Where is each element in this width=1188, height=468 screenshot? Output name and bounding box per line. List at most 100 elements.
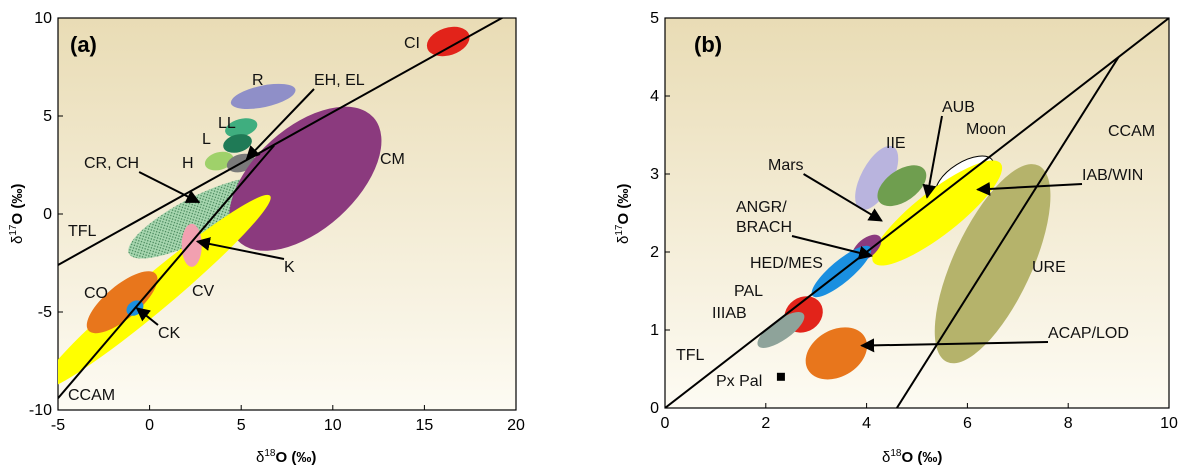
regions-b (757, 145, 1051, 381)
y-label-b-sup: 17 (614, 224, 625, 236)
label-mars: Mars (768, 157, 804, 174)
y-tick-label: 10 (34, 10, 52, 27)
arrow-acap-lod (860, 338, 1049, 353)
x-tick-label: 0 (661, 415, 670, 432)
x-label-b-sup: 18 (890, 448, 902, 459)
arrow-iab-win (976, 181, 1083, 196)
arrow-angr-brach (791, 235, 873, 260)
label-tfl-b: TFL (676, 347, 705, 364)
region-mars (877, 165, 927, 207)
label-px-pal: Px Pal (716, 373, 762, 390)
label-moon: Moon (966, 121, 1006, 138)
x-tick-label: 15 (416, 417, 434, 434)
line-tfl (665, 18, 1169, 408)
region-cm (229, 106, 382, 251)
x-tick-label: 0 (145, 417, 154, 434)
label-ci: CI (404, 35, 420, 52)
label-r: R (252, 72, 264, 89)
label-l: L (202, 131, 211, 148)
x-tick-label: 8 (1064, 415, 1073, 432)
svg-text:δ18O (‰): δ18O (‰) (256, 448, 316, 466)
y-label-b-delta: δ (615, 236, 632, 244)
region-ci (426, 26, 470, 57)
ticks-b: 0 2 4 6 8 10 0 1 2 3 4 5 (650, 10, 1178, 432)
y-tick-label: -10 (29, 402, 52, 419)
label-ure: URE (1032, 259, 1066, 276)
line-ccam (895, 56, 1120, 408)
panel-tag-a: (a) (70, 32, 97, 57)
x-label-a-delta: δ (256, 449, 264, 466)
y-tick-label: 5 (43, 108, 52, 125)
region-iie (855, 145, 899, 210)
label-cv: CV (192, 283, 215, 300)
y-label-a-main: O (‰) (9, 184, 26, 225)
y-label-a-sup: 17 (8, 224, 19, 236)
label-ccam-b: CCAM (1108, 123, 1155, 140)
label-ck: CK (158, 325, 181, 342)
x-tick-label: -5 (51, 417, 65, 434)
label-ll: LL (218, 115, 236, 132)
region-l (223, 134, 252, 153)
label-acap-lod: ACAP/LOD (1048, 325, 1129, 342)
label-aub: AUB (942, 99, 975, 116)
region-iab-win (872, 160, 1003, 266)
x-label-b-main: O (‰) (901, 449, 942, 466)
svg-text:δ17O (‰): δ17O (‰) (8, 184, 26, 244)
x-tick-label: 10 (324, 417, 342, 434)
arrow-k (195, 237, 285, 260)
y-tick-label: 2 (650, 244, 659, 261)
label-angr: ANGR/ (736, 199, 787, 216)
arrow-eh-el (245, 88, 315, 161)
x-tick-label: 6 (963, 415, 972, 432)
label-iab-win: IAB/WIN (1082, 167, 1143, 184)
x-axis-label-a: δ18O (‰) (256, 448, 316, 466)
y-tick-label: 1 (650, 322, 659, 339)
y-tick-label: -5 (38, 304, 52, 321)
y-tick-label: 0 (43, 206, 52, 223)
region-ll (225, 118, 258, 138)
arrow-cr-ch (138, 171, 201, 204)
line-ccam (58, 144, 275, 399)
label-iie: IIE (886, 135, 906, 152)
y-label-b-main: O (‰) (615, 184, 632, 225)
region-r (230, 83, 296, 109)
arrows-a (135, 88, 315, 326)
x-axis-label-b: δ18O (‰) (882, 448, 942, 466)
x-tick-label: 5 (237, 417, 246, 434)
label-iiiab: IIIAB (712, 305, 747, 322)
label-ccam-a: CCAM (68, 387, 115, 404)
label-cm: CM (380, 151, 405, 168)
label-k: K (284, 259, 295, 276)
arrows-b (791, 115, 1083, 353)
y-tick-label: 3 (650, 166, 659, 183)
x-tick-label: 2 (761, 415, 770, 432)
lines-b (665, 18, 1169, 408)
x-tick-label: 20 (507, 417, 525, 434)
arrow-aub (922, 115, 943, 199)
x-label-a-main: O (‰) (275, 449, 316, 466)
svg-text:δ18O (‰): δ18O (‰) (882, 448, 942, 466)
region-co (86, 271, 158, 334)
y-label-a-delta: δ (9, 236, 26, 244)
label-hed-mes: HED/MES (750, 255, 823, 272)
region-ure (934, 164, 1051, 364)
y-axis-label-a: δ17O (‰) (8, 184, 26, 244)
x-tick-label: 4 (862, 415, 871, 432)
lines-a (58, 18, 504, 399)
x-label-a-sup: 18 (264, 448, 276, 459)
region-acap-lod (805, 327, 868, 380)
point-px-pal (776, 372, 785, 381)
arrow-mars (803, 173, 883, 222)
panel-b: 0 2 4 6 8 10 0 1 2 3 4 5 (b) AUB Moon CCAM IIE Mars… (614, 10, 1178, 466)
label-co: CO (84, 285, 108, 302)
label-eh-el: EH, EL (314, 72, 365, 89)
label-brach: BRACH (736, 219, 792, 236)
line-tfl (58, 18, 504, 266)
region-k (181, 223, 202, 267)
label-tfl-a: TFL (68, 223, 97, 240)
arrow-ck (135, 307, 159, 326)
y-axis-label-b: δ17O (‰) (614, 184, 632, 244)
y-tick-label: 4 (650, 88, 659, 105)
label-cr-ch: CR, CH (84, 155, 139, 172)
